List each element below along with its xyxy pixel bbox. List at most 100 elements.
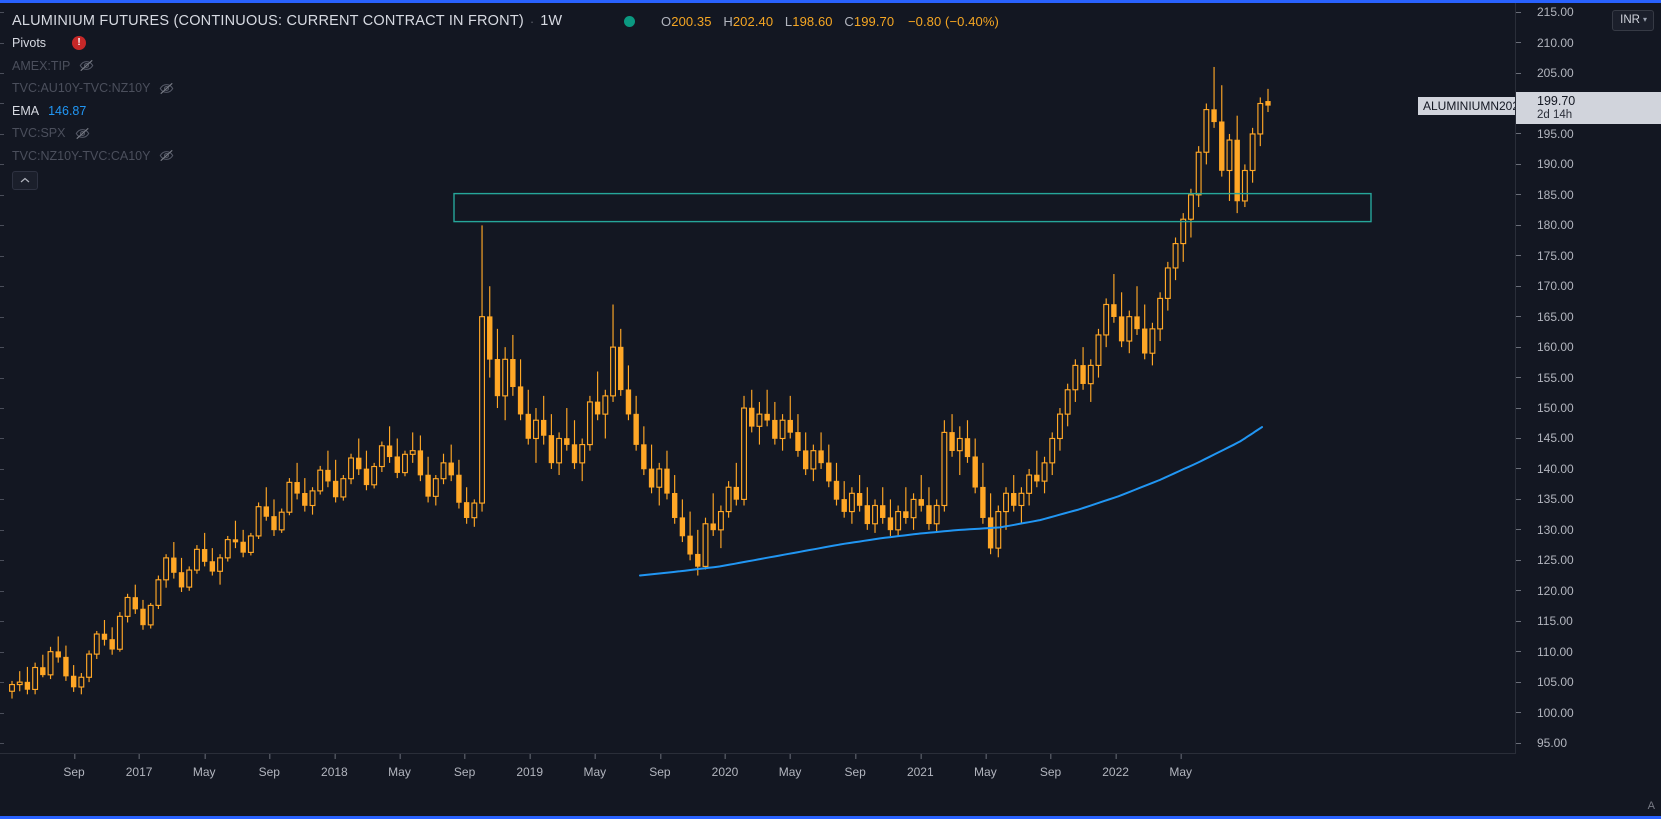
candle-body <box>494 359 501 397</box>
candle-body <box>1172 243 1179 269</box>
candle-body <box>378 445 385 468</box>
candle-body <box>302 493 308 506</box>
candle-body <box>356 457 362 470</box>
candle-body <box>124 596 131 617</box>
collapse-legend-button[interactable] <box>12 171 38 190</box>
candle-body <box>1111 304 1117 317</box>
candle-body <box>510 359 516 388</box>
candle-body <box>1157 297 1164 330</box>
hidden-eye-icon[interactable] <box>75 127 90 140</box>
tick-dash <box>1516 712 1521 714</box>
candle-body <box>55 651 61 658</box>
candle-body <box>540 419 547 436</box>
drawings-layer[interactable] <box>0 3 1516 754</box>
candle-body <box>725 486 732 513</box>
candle-body <box>1064 389 1071 415</box>
tick-line <box>1180 754 1182 759</box>
currency-selector[interactable]: INR ▾ <box>1612 10 1654 31</box>
candle-body <box>1003 492 1009 513</box>
candle-body <box>1034 474 1040 482</box>
candle-body <box>47 651 54 676</box>
time-scale[interactable]: Sep 2017 May Sep 2018 May Sep 2019 May Sep 2020 May… <box>0 753 1661 816</box>
tick-dash <box>1516 316 1521 318</box>
candle-body <box>887 517 894 531</box>
indicator-name: EMA <box>12 103 40 118</box>
indicator-row-tvc-nz10y-tvc-ca10y[interactable]: TVC:NZ10Y-TVC:CA10Y <box>12 145 999 168</box>
indicator-list: Pivots! AMEX:TIP TVC:AU10Y-TVC:NZ10Y EMA 1… <box>12 32 999 167</box>
warning-icon[interactable]: ! <box>72 36 87 51</box>
candle-body <box>1018 492 1025 507</box>
candle-body <box>1049 437 1056 464</box>
candle-body <box>432 478 439 497</box>
tick-dash <box>1516 529 1521 531</box>
candle-body <box>618 346 624 391</box>
tick-line <box>529 754 531 759</box>
time-tick: May <box>1169 754 1192 779</box>
left-edge-tick <box>0 590 4 592</box>
indicator-row-tvc-spx[interactable]: TVC:SPX <box>12 122 999 145</box>
candle-body <box>9 683 15 692</box>
candlestick-series <box>9 66 1271 699</box>
hidden-eye-icon[interactable] <box>159 149 174 162</box>
chart-canvas[interactable]: ALUMINIUM FUTURES (CONTINUOUS: CURRENT C… <box>0 3 1516 754</box>
symbol-price-tag: ALUMINIUMN2021 <box>1418 97 1531 116</box>
close-value: 199.70 <box>853 13 895 29</box>
candle-body <box>972 456 978 488</box>
tick-line <box>920 754 922 759</box>
indicator-row-pivots[interactable]: Pivots! <box>12 32 999 55</box>
tick-line <box>334 754 336 759</box>
candle-body <box>517 386 524 415</box>
indicator-row-amex-tip[interactable]: AMEX:TIP <box>12 55 999 78</box>
last-price-value: 199.70 <box>1537 94 1576 109</box>
chevron-up-icon <box>20 177 30 183</box>
price-scale[interactable]: INR ▾ 215.00210.00205.00200.00195.00190.… <box>1515 3 1661 754</box>
candle-body <box>795 432 801 451</box>
candle-body <box>86 653 93 678</box>
indicator-row-tvc-au10y-tvc-nz10y[interactable]: TVC:AU10Y-TVC:NZ10Y <box>12 77 999 100</box>
candle-body <box>641 444 647 470</box>
interval-label[interactable]: 1W <box>540 13 563 29</box>
price-tick: 140.00 <box>1516 462 1661 476</box>
left-edge-tick <box>0 316 4 318</box>
candle-body <box>1187 194 1194 220</box>
left-edge-tick <box>0 164 4 166</box>
hidden-eye-icon[interactable] <box>79 59 94 72</box>
candle-body <box>1180 218 1187 245</box>
price-tick: 195.00 <box>1516 127 1661 141</box>
title-separator: · <box>529 13 535 29</box>
candle-body <box>155 579 162 606</box>
time-tick: Sep <box>1040 754 1061 779</box>
indicator-name: Pivots <box>12 36 47 51</box>
tick-dash <box>1516 285 1521 287</box>
candle-body <box>903 511 909 518</box>
left-edge-tick <box>0 347 4 349</box>
hidden-eye-icon[interactable] <box>159 82 174 95</box>
tick-dash <box>1516 681 1521 683</box>
candle-body <box>1072 364 1079 391</box>
left-edge-tick <box>0 42 4 44</box>
price-tick: 95.00 <box>1516 736 1661 750</box>
last-price-tag[interactable]: 199.70 2d 14h <box>1516 92 1661 125</box>
left-edge-tick <box>0 377 4 379</box>
indicator-row-ema[interactable]: EMA 146.87 <box>12 100 999 123</box>
low-value: 198.60 <box>792 13 833 29</box>
candle-body <box>625 389 632 415</box>
tick-label: 160.00 <box>1537 340 1574 355</box>
timezone-badge[interactable]: A <box>1647 800 1655 812</box>
symbol-title[interactable]: ALUMINIUM FUTURES (CONTINUOUS: CURRENT C… <box>12 13 524 29</box>
candle-body <box>440 462 447 480</box>
candle-body <box>394 456 400 473</box>
candle-body <box>332 480 339 498</box>
tick-label: 100.00 <box>1537 705 1574 720</box>
price-tick: 145.00 <box>1516 431 1661 445</box>
symbol-header-row[interactable]: ALUMINIUM FUTURES (CONTINUOUS: CURRENT C… <box>12 10 999 32</box>
tick-label: 205.00 <box>1537 66 1574 81</box>
candle-body <box>995 511 1002 549</box>
candle-body <box>425 474 431 497</box>
candle-body <box>1041 462 1048 482</box>
resistance-zone-rectangle[interactable] <box>453 192 1372 223</box>
tick-label: 210.00 <box>1537 35 1574 50</box>
tick-label: 190.00 <box>1537 157 1574 172</box>
candle-body <box>949 432 955 451</box>
tick-line <box>204 754 206 759</box>
